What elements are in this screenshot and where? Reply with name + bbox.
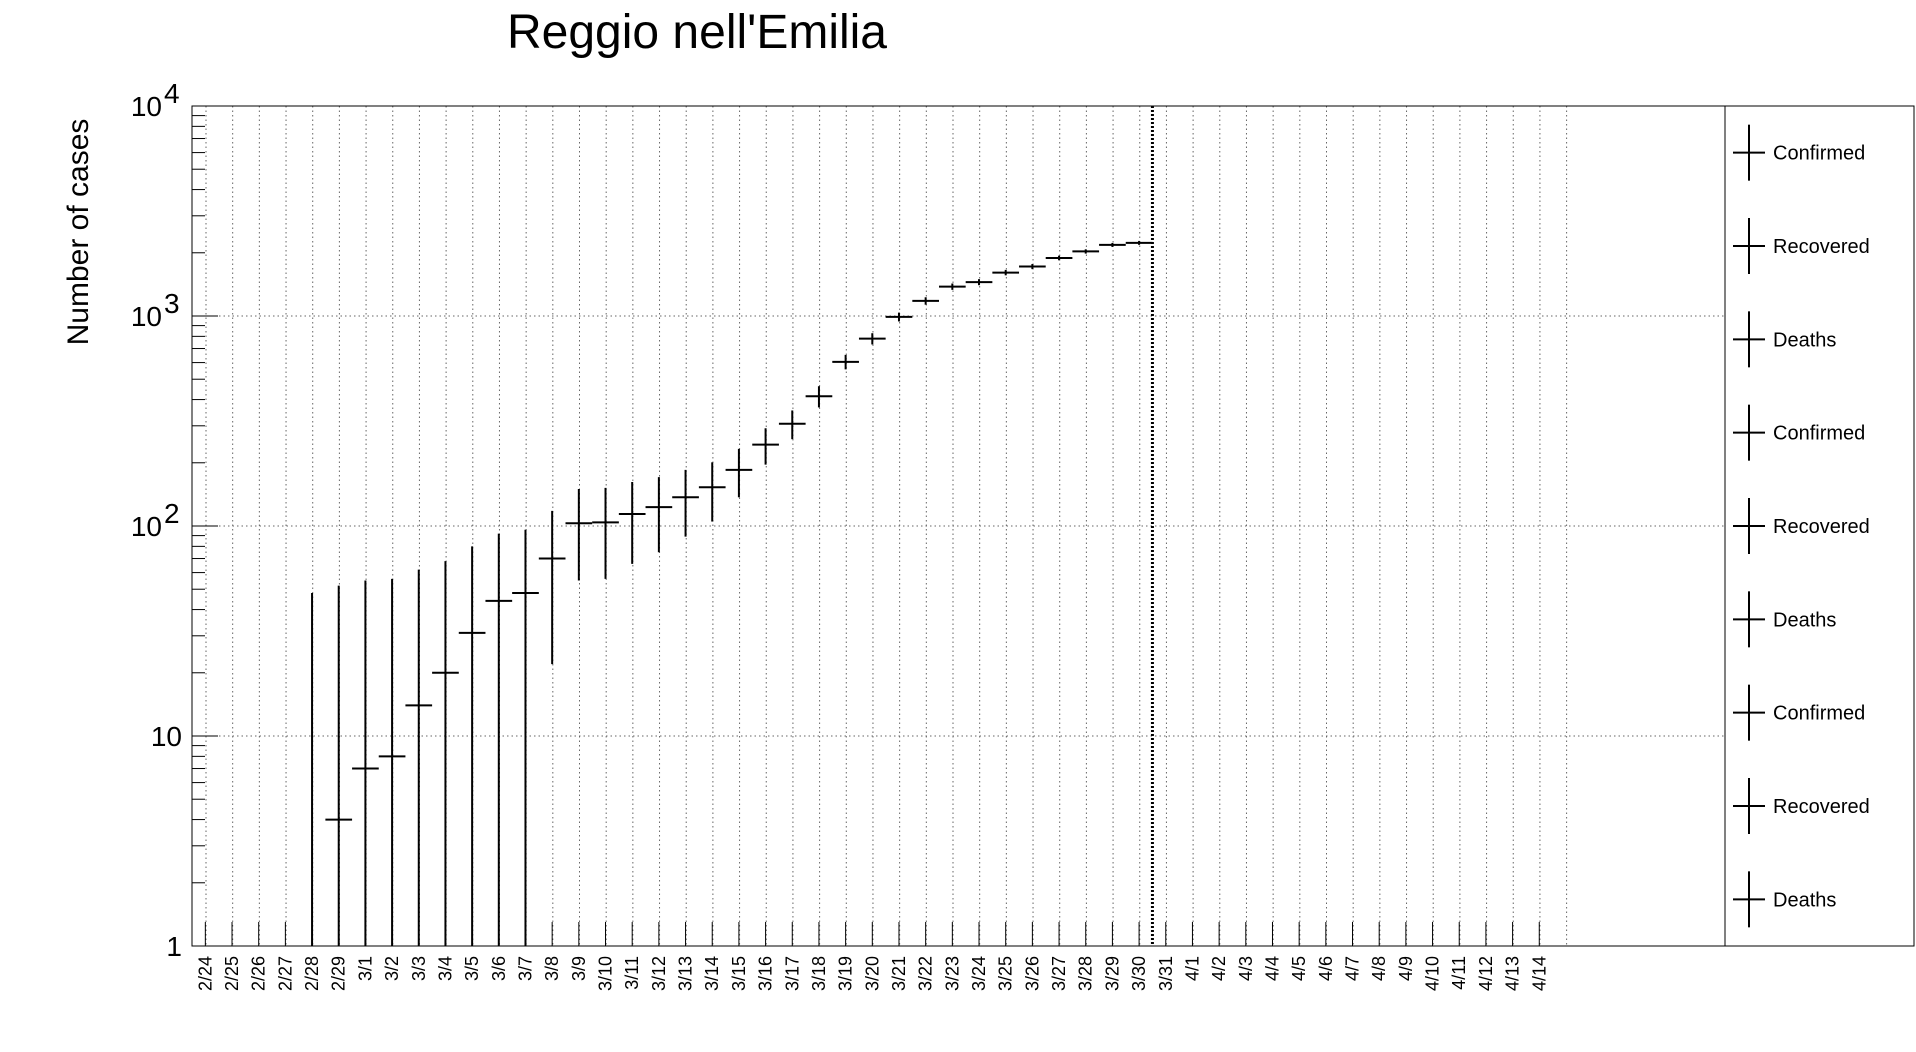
legend-entry-label: Confirmed	[1773, 143, 1865, 165]
x-tick-label: 3/2	[382, 956, 402, 981]
legend-frame	[1724, 105, 1915, 947]
y-tick-label: 10	[131, 91, 162, 122]
x-tick-label: 3/29	[1102, 956, 1122, 991]
x-tick-label: 4/7	[1343, 956, 1363, 981]
x-tick-label: 3/26	[1022, 956, 1042, 991]
x-tick-label: 3/16	[756, 956, 776, 991]
x-tick-label: 4/14	[1529, 956, 1549, 991]
y-tick-exponent: 4	[164, 78, 180, 109]
x-tick-label: 2/24	[195, 956, 215, 991]
chart-title: Reggio nell'Emilia	[507, 6, 887, 59]
legend-entry-label: Deaths	[1773, 889, 1836, 911]
x-tick-label: 3/6	[489, 956, 509, 981]
x-tick-label: 3/27	[1049, 956, 1069, 991]
x-tick-label: 3/13	[676, 956, 696, 991]
data-layer	[311, 240, 1153, 946]
x-tick-label: 3/22	[916, 956, 936, 991]
x-tick-label: 3/17	[782, 956, 802, 991]
x-tick-label: 3/19	[836, 956, 856, 991]
x-tick-label: 3/20	[862, 956, 882, 991]
x-tick-label: 3/30	[1129, 956, 1149, 991]
x-tick-label: 3/15	[729, 956, 749, 991]
x-tick-label: 4/4	[1262, 956, 1282, 981]
x-tick-label: 3/28	[1076, 956, 1096, 991]
x-tick-label: 3/1	[355, 956, 375, 981]
x-tick-label: 3/9	[569, 956, 589, 981]
y-tick-label: 10	[131, 301, 162, 332]
x-tick-label: 4/3	[1236, 956, 1256, 981]
x-tick-label: 2/26	[249, 956, 269, 991]
x-tick-label: 3/18	[809, 956, 829, 991]
legend-entry-label: Deaths	[1773, 329, 1836, 351]
x-tick-label: 3/11	[622, 956, 642, 990]
x-tick-label: 3/25	[996, 956, 1016, 991]
legend-entry-label: Confirmed	[1773, 703, 1865, 725]
x-tick-label: 3/23	[942, 956, 962, 991]
x-tick-label: 2/28	[302, 956, 322, 991]
x-tick-label: 4/13	[1503, 956, 1523, 991]
legend-entry-label: Recovered	[1773, 516, 1870, 538]
x-tick-label: 4/10	[1423, 956, 1443, 991]
x-tick-label: 3/8	[542, 956, 562, 981]
x-tick-label: 4/5	[1289, 956, 1309, 981]
x-tick-label: 3/7	[515, 956, 535, 981]
x-tick-label: 3/24	[969, 956, 989, 991]
x-tick-label: 2/27	[275, 956, 295, 991]
x-tick-label: 4/11	[1449, 956, 1469, 990]
y-axis-label: Number of cases	[62, 119, 95, 346]
x-tick-label: 3/21	[889, 956, 909, 991]
y-tick-exponent: 2	[164, 498, 180, 529]
y-tick-label: 10	[151, 721, 182, 752]
x-tick-label: 4/8	[1369, 956, 1389, 981]
y-tick-label: 1	[166, 931, 182, 962]
x-tick-label: 4/2	[1209, 956, 1229, 981]
legend-entry-label: Deaths	[1773, 609, 1836, 631]
legend-layer: Confirmed Recovered Deaths Confirmed Recover…	[1733, 124, 1870, 928]
legend-entry-label: Recovered	[1773, 236, 1870, 258]
x-tick-label: 3/12	[649, 956, 669, 991]
legend-entry-label: Confirmed	[1773, 423, 1865, 445]
x-tick-label: 4/6	[1316, 956, 1336, 981]
x-tick-label: 4/12	[1476, 956, 1496, 991]
x-tick-label: 4/1	[1182, 956, 1202, 981]
x-tick-label: 3/14	[702, 956, 722, 991]
x-tick-label: 3/4	[435, 956, 455, 981]
x-tick-label: 3/31	[1156, 956, 1176, 991]
x-tick-label: 3/10	[596, 956, 616, 991]
y-tick-label: 10	[131, 511, 162, 542]
x-tick-label: 3/3	[409, 956, 429, 981]
legend-entry-label: Recovered	[1773, 796, 1870, 818]
x-tick-label: 3/5	[462, 956, 482, 981]
x-tick-label: 4/9	[1396, 956, 1416, 981]
x-tick-label: 2/25	[222, 956, 242, 991]
y-tick-exponent: 3	[164, 288, 180, 319]
x-tick-label: 2/29	[329, 956, 349, 991]
